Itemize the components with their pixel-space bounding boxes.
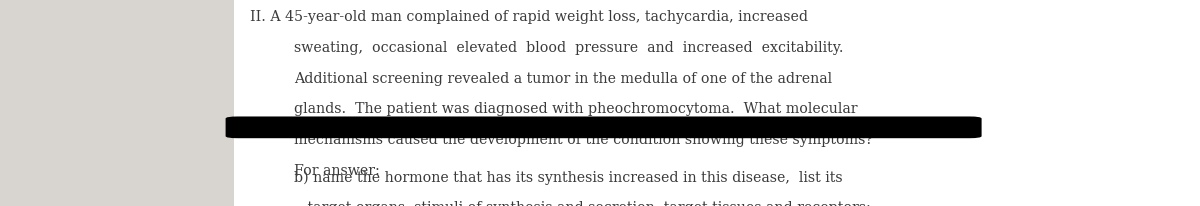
Text: sweating,  occasional  elevated  blood  pressure  and  increased  excitability.: sweating, occasional elevated blood pres… bbox=[294, 41, 844, 55]
Text: Additional screening revealed a tumor in the medulla of one of the adrenal: Additional screening revealed a tumor in… bbox=[294, 71, 832, 85]
Text: II. A 45-year-old man complained of rapid weight loss, tachycardia, increased: II. A 45-year-old man complained of rapi… bbox=[250, 10, 808, 24]
Text: glands.  The patient was diagnosed with pheochromocytoma.  What molecular: glands. The patient was diagnosed with p… bbox=[294, 102, 858, 116]
Text: For answer:: For answer: bbox=[294, 163, 380, 177]
Text: b) name the hormone that has its synthesis increased in this disease,  list its: b) name the hormone that has its synthes… bbox=[294, 170, 842, 184]
Text: target organs, stimuli of synthesis and secretion, target tissues and receptors;: target organs, stimuli of synthesis and … bbox=[294, 200, 871, 206]
Text: mechanisms caused the development of the condition showing these symptoms?: mechanisms caused the development of the… bbox=[294, 132, 872, 146]
